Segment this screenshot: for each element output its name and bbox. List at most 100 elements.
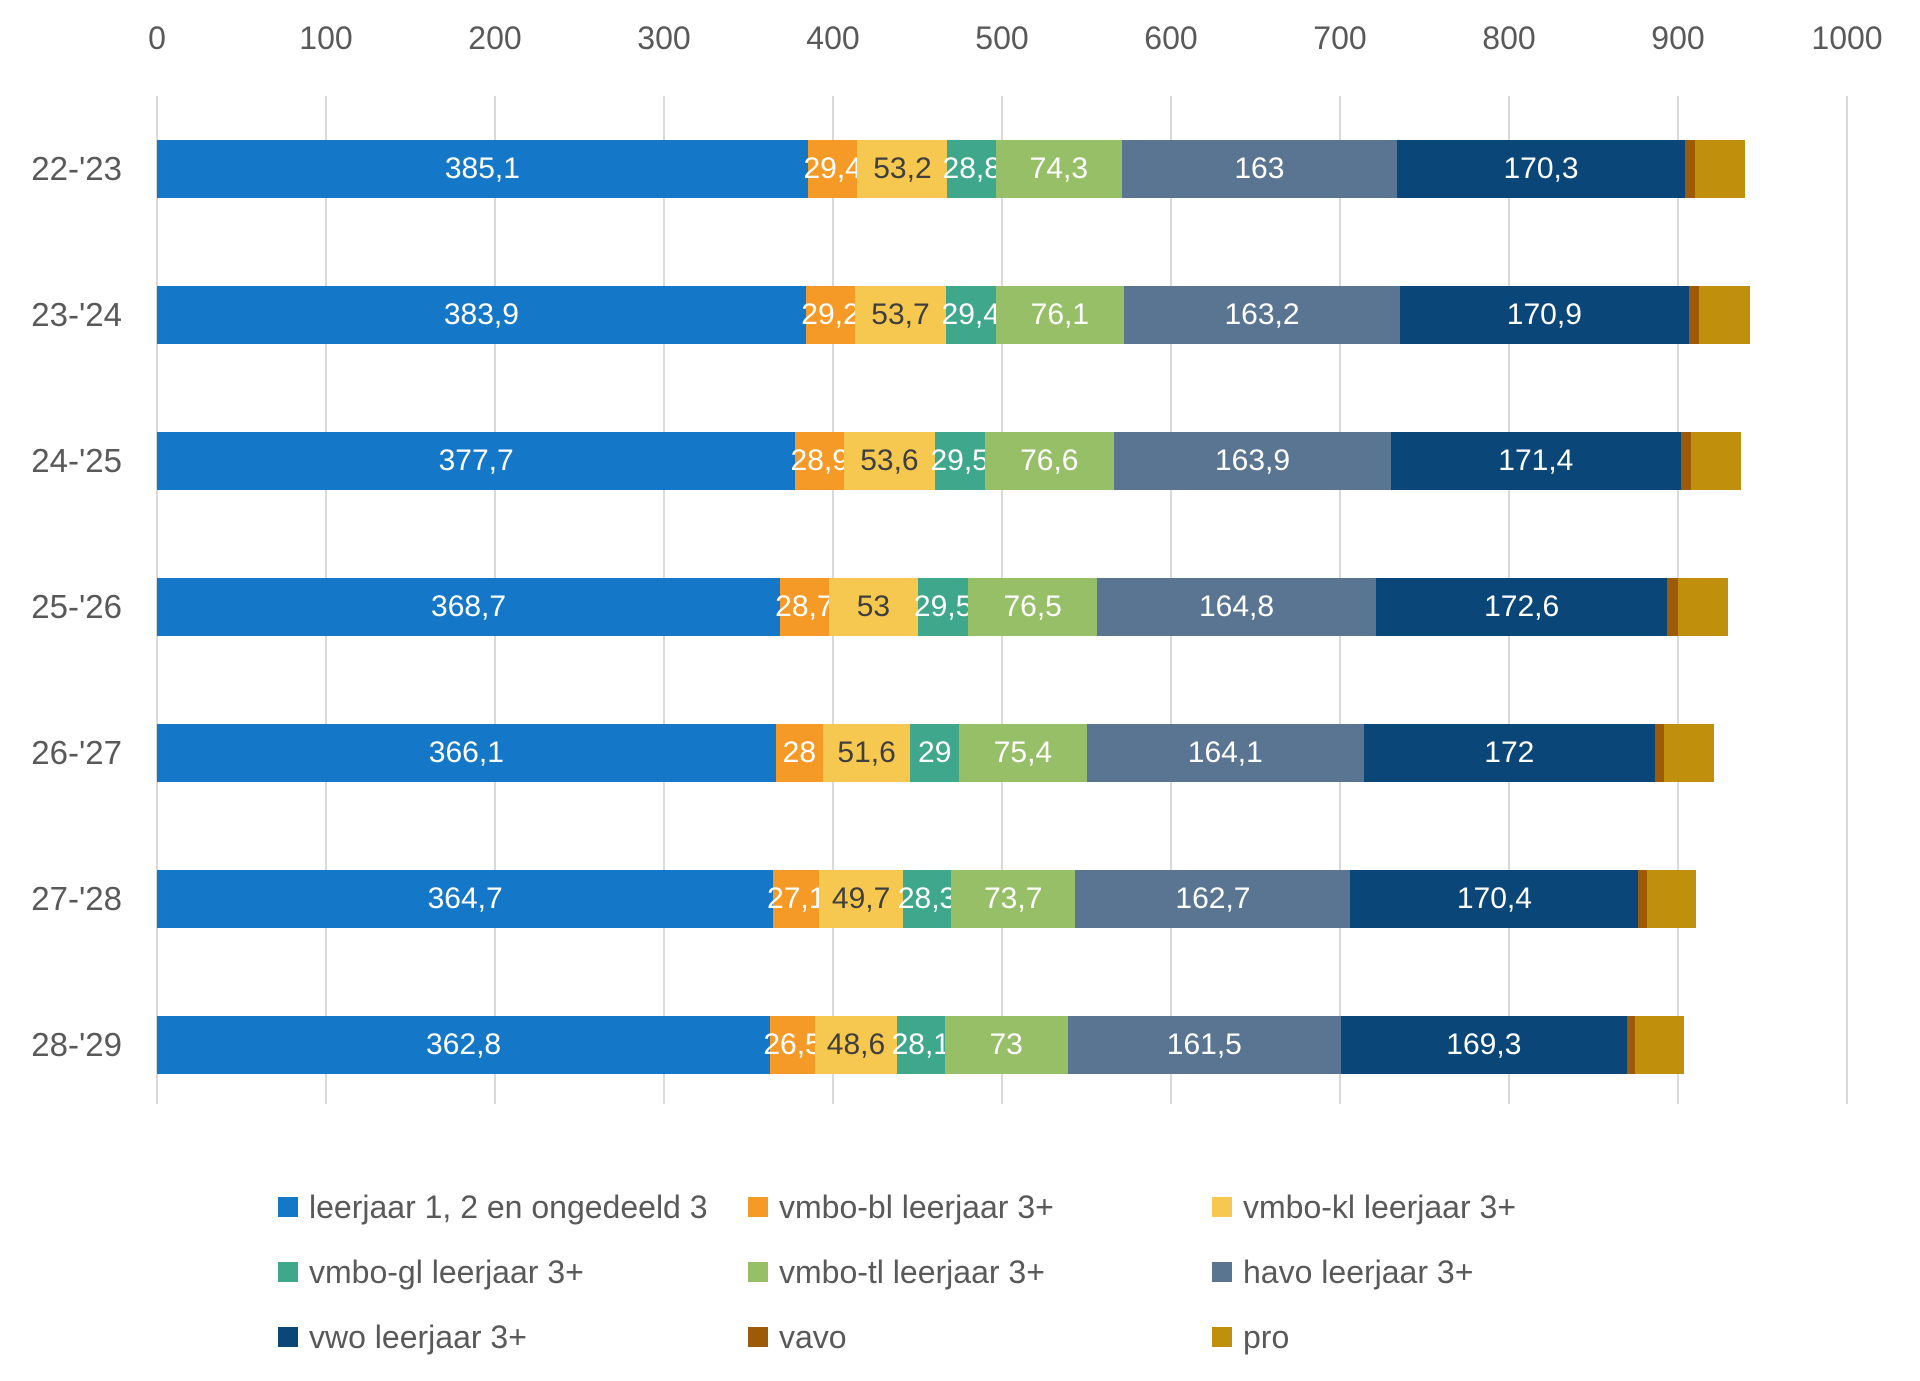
bar-segment-vmbo-bl-leerjaar-3-: 26,5 [763, 1016, 822, 1074]
bar-segment-vwo-leerjaar-3-: 171,4 [1391, 432, 1681, 490]
bar-segment-vmbo-gl-leerjaar-3-: 29,5 [914, 578, 972, 636]
bar-segment-havo-leerjaar-3-: 164,8 [1097, 578, 1376, 636]
bar-segment-vmbo-kl-leerjaar-3-: 53,7 [855, 286, 946, 344]
legend-label: vmbo-tl leerjaar 3+ [779, 1253, 1045, 1290]
bar-value-label: 28,1 [891, 1028, 950, 1061]
bar-value-label: 53,2 [873, 152, 932, 185]
bar-value-label: 366,1 [428, 736, 504, 769]
bar-value-label: 368,7 [431, 590, 507, 623]
bar-value-label: 377,7 [438, 444, 514, 477]
bar-segment-leerjaar-1-2-en-ongedeeld-3: 377,7 [157, 432, 796, 490]
legend-swatch-icon [748, 1262, 768, 1282]
bar-value-label: 73,7 [983, 882, 1043, 915]
category-label: 25-'26 [31, 588, 122, 625]
bar-value-label: 28,3 [897, 882, 957, 915]
legend-label: leerjaar 1, 2 en ongedeeld 3 [309, 1188, 708, 1225]
legend-swatch-icon [278, 1197, 298, 1217]
bar-value-label: 28,9 [790, 444, 849, 477]
bar-value-label: 29,4 [941, 298, 1000, 331]
x-axis-tick-label: 100 [299, 20, 353, 56]
bar-segment-leerjaar-1-2-en-ongedeeld-3: 362,8 [157, 1016, 771, 1074]
bar-value-label: 362,8 [426, 1028, 502, 1061]
bar-value-label: 53 [856, 590, 891, 623]
bar-segment-vmbo-bl-leerjaar-3-: 29,4 [803, 140, 862, 198]
bar-value-label: 170,3 [1503, 152, 1579, 185]
bar-segment-vmbo-tl-leerjaar-3-: 76,5 [968, 578, 1098, 636]
bar-segment-vmbo-kl-leerjaar-3-: 53,2 [857, 140, 948, 198]
legend-item-pro: pro [1212, 1317, 1289, 1357]
bar-value-label: 28,7 [775, 590, 834, 623]
bar-segment-pro [1635, 1016, 1685, 1074]
bar-value-label: 73 [989, 1028, 1023, 1061]
bar-segment-vavo [1688, 286, 1699, 344]
legend-item-vwo-leerjaar-3-: vwo leerjaar 3+ [278, 1317, 527, 1357]
bar-segment-vmbo-kl-leerjaar-3-: 53 [828, 578, 919, 636]
bar-row: 364,7 27,1 49,7 28,3 73,7 162,7 170,4 [157, 870, 1696, 928]
bar-value-label: 76,6 [1020, 444, 1079, 477]
bar-segment-vmbo-gl-leerjaar-3-: 28,3 [898, 870, 956, 928]
bar-row: 383,9 29,2 53,7 29,4 76,1 163,2 170,9 [157, 286, 1750, 344]
legend-swatch-icon [1212, 1262, 1232, 1282]
bar-segment-havo-leerjaar-3-: 162,7 [1075, 870, 1351, 928]
bar-segment-havo-leerjaar-3-: 163 [1121, 140, 1398, 198]
bar-segment-leerjaar-1-2-en-ongedeeld-3: 385,1 [157, 140, 808, 198]
x-axis-tick-label: 600 [1144, 20, 1198, 56]
bar-value-label: 164,1 [1187, 736, 1263, 769]
bar-value-label: 170,9 [1506, 298, 1582, 331]
bar-segment-vmbo-gl-leerjaar-3-: 29 [910, 724, 960, 782]
bar-segment-vavo [1654, 724, 1664, 782]
bar-segment-vmbo-bl-leerjaar-3-: 28,9 [791, 432, 849, 490]
bar-segment-vmbo-tl-leerjaar-3-: 73,7 [950, 870, 1076, 928]
bar-segment-vavo [1667, 578, 1678, 636]
bar-value-label: 28 [782, 736, 817, 769]
bar-value-label: 172,6 [1484, 590, 1560, 623]
bar-segment-vwo-leerjaar-3-: 169,3 [1340, 1016, 1627, 1074]
legend-label: havo leerjaar 3+ [1243, 1253, 1474, 1290]
bar-value-label: 169,3 [1446, 1028, 1522, 1061]
gridline [1846, 96, 1848, 1104]
bar-value-label: 51,6 [837, 736, 896, 769]
legend-swatch-icon [278, 1262, 298, 1282]
bar-value-label: 26,5 [763, 1028, 822, 1061]
bar-segment-vmbo-gl-leerjaar-3-: 28,8 [943, 140, 1001, 198]
bar-segment-havo-leerjaar-3-: 161,5 [1067, 1016, 1341, 1074]
bar-value-label: 53,7 [871, 298, 930, 331]
legend-swatch-icon [1212, 1197, 1232, 1217]
bar-segment-vmbo-bl-leerjaar-3-: 28,7 [775, 578, 834, 636]
bar-value-label: 364,7 [427, 882, 503, 915]
bar-row: 377,7 28,9 53,6 29,5 76,6 163,9 171,4 [157, 432, 1742, 490]
bar-segment-vavo [1626, 1016, 1636, 1074]
bar-segment-vwo-leerjaar-3-: 172,6 [1375, 578, 1668, 636]
bar-segment-vwo-leerjaar-3-: 170,9 [1399, 286, 1689, 344]
bar-value-label: 162,7 [1175, 882, 1251, 915]
bar-value-label: 161,5 [1166, 1028, 1242, 1061]
bar-value-label: 74,3 [1029, 152, 1089, 185]
bar-segment-vmbo-gl-leerjaar-3-: 28,1 [892, 1016, 950, 1074]
bar-value-label: 28,8 [942, 152, 1001, 185]
bar-value-label: 172 [1484, 736, 1535, 769]
bar-value-label: 171,4 [1498, 444, 1574, 477]
legend-item-vmbo-tl-leerjaar-3-: vmbo-tl leerjaar 3+ [748, 1252, 1045, 1292]
bar-segment-havo-leerjaar-3-: 164,1 [1086, 724, 1364, 782]
x-axis-tick-label: 400 [806, 20, 860, 56]
bar-segment-vavo [1684, 140, 1696, 198]
legend-swatch-icon [278, 1327, 298, 1347]
bar-segment-leerjaar-1-2-en-ongedeeld-3: 366,1 [157, 724, 776, 782]
bar-segment-vavo [1638, 870, 1647, 928]
legend-item-havo-leerjaar-3-: havo leerjaar 3+ [1212, 1252, 1473, 1292]
bar-row: 368,7 28,7 53 29,5 76,5 164,8 172,6 [157, 578, 1729, 636]
category-label: 28-'29 [31, 1026, 122, 1063]
bar-value-label: 164,8 [1198, 590, 1275, 623]
x-axis-tick-label: 300 [637, 20, 691, 56]
legend-item-vmbo-kl-leerjaar-3-: vmbo-kl leerjaar 3+ [1212, 1187, 1516, 1227]
bar-segment-pro [1677, 578, 1729, 636]
legend-label: vavo [779, 1318, 847, 1355]
bar-segment-havo-leerjaar-3-: 163,9 [1114, 432, 1391, 490]
legend-label: vmbo-gl leerjaar 3+ [309, 1253, 584, 1290]
bar-segment-vmbo-tl-leerjaar-3-: 75,4 [959, 724, 1087, 782]
legend-label: pro [1243, 1318, 1290, 1355]
legend-item-leerjaar-1-2-en-ongedeeld-3: leerjaar 1, 2 en ongedeeld 3 [278, 1187, 708, 1227]
x-axis-tick-label: 1000 [1811, 20, 1883, 56]
category-label: 24-'25 [31, 442, 122, 479]
bar-segment-vmbo-bl-leerjaar-3-: 27,1 [767, 870, 825, 928]
